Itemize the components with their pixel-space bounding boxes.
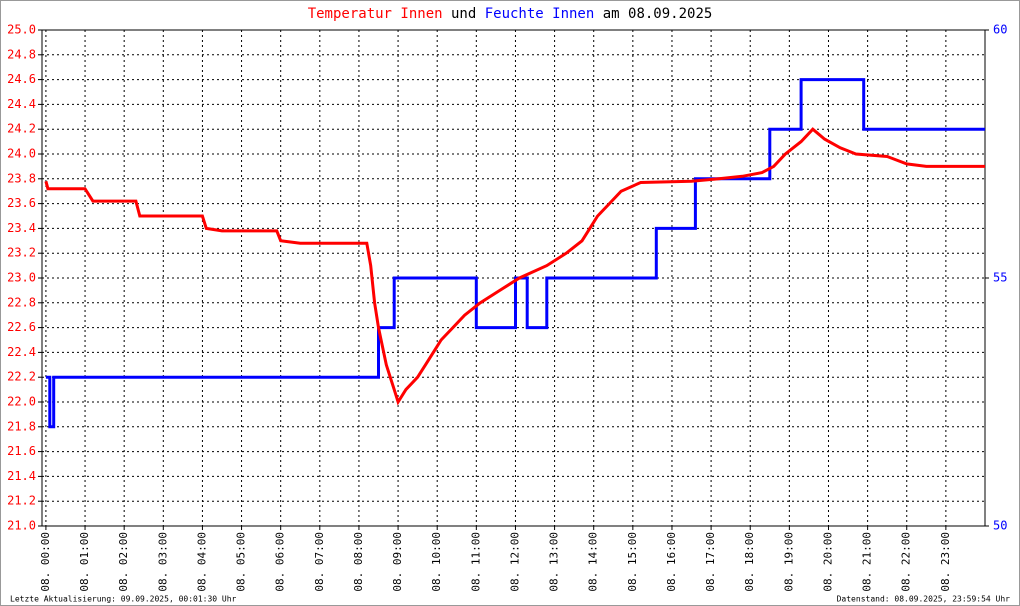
y-tick-label: 22.6 [7, 320, 36, 334]
y-tick-label: 24.8 [7, 47, 36, 61]
plot-border [41, 29, 986, 527]
y-tick-label: 21.4 [7, 469, 36, 483]
chart-title: Temperatur Innen und Feuchte Innen am 08… [308, 6, 713, 22]
x-tick-label: 08. 10:00 [430, 532, 443, 592]
x-tick-label: 08. 22:00 [900, 532, 913, 592]
y-tick-label: 21.8 [7, 419, 36, 433]
y-tick-label: 23.8 [7, 171, 36, 185]
y-tick-label: 23.4 [7, 221, 36, 235]
x-tick-label: 08. 01:00 [78, 532, 91, 592]
x-tick-label: 08. 02:00 [117, 532, 130, 592]
x-tick-label: 08. 21:00 [861, 532, 874, 592]
x-tick-label: 08. 16:00 [665, 532, 678, 592]
y-tick-label: 22.8 [7, 295, 36, 309]
y-tick-label: 24.0 [7, 147, 36, 161]
y-tick-label: 22.2 [7, 370, 36, 384]
footer-left: Letzte Aktualisierung: 09.09.2025, 00:01… [10, 595, 237, 604]
y2-tick-label: 50 [993, 519, 1007, 533]
y-tick-label: 23.6 [7, 196, 36, 210]
x-tick-label: 08. 12:00 [508, 532, 521, 592]
x-tick-label: 08. 04:00 [195, 532, 208, 592]
x-tick-label: 08. 17:00 [704, 532, 717, 592]
title-part: Feuchte Innen [485, 6, 595, 22]
y2-tick-label: 55 [993, 271, 1007, 285]
x-tick-label: 08. 03:00 [156, 532, 169, 592]
x-tick-label: 08. 23:00 [939, 532, 952, 592]
x-tick-label: 08. 15:00 [626, 532, 639, 592]
x-tick-label: 08. 11:00 [469, 532, 482, 592]
x-tick-label: 08. 08:00 [352, 532, 365, 592]
x-tick-label: 08. 00:00 [39, 532, 52, 592]
series-line [44, 127, 985, 406]
y-tick-label: 22.0 [7, 395, 36, 409]
series-line [45, 78, 985, 429]
title-part: und [451, 6, 476, 22]
x-tick-label: 08. 20:00 [821, 532, 834, 592]
x-tick-label: 08. 05:00 [235, 532, 248, 592]
x-tick-label: 08. 07:00 [313, 532, 326, 592]
y-tick-label: 25.0 [7, 23, 36, 37]
x-tick-label: 08. 19:00 [782, 532, 795, 592]
y-tick-label: 21.0 [7, 519, 36, 533]
x-tick-label: 08. 14:00 [587, 532, 600, 592]
x-tick-label: 08. 06:00 [274, 532, 287, 592]
y-tick-label: 22.4 [7, 345, 36, 359]
title-part: am 08.09.2025 [603, 6, 713, 22]
y-tick-label: 23.2 [7, 246, 36, 260]
y-tick-label: 23.0 [7, 271, 36, 285]
x-tick-label: 08. 13:00 [548, 532, 561, 592]
y-tick-label: 21.6 [7, 444, 36, 458]
title-part: Temperatur Innen [308, 6, 443, 22]
y-tick-label: 21.2 [7, 494, 36, 508]
footer-right: Datenstand: 08.09.2025, 23:59:54 Uhr [837, 595, 1011, 604]
y-tick-label: 24.2 [7, 122, 36, 136]
x-tick-label: 08. 18:00 [743, 532, 756, 592]
y-tick-label: 24.6 [7, 72, 36, 86]
y-tick-label: 24.4 [7, 97, 36, 111]
y2-tick-label: 60 [993, 23, 1007, 37]
x-tick-label: 08. 09:00 [391, 532, 404, 592]
